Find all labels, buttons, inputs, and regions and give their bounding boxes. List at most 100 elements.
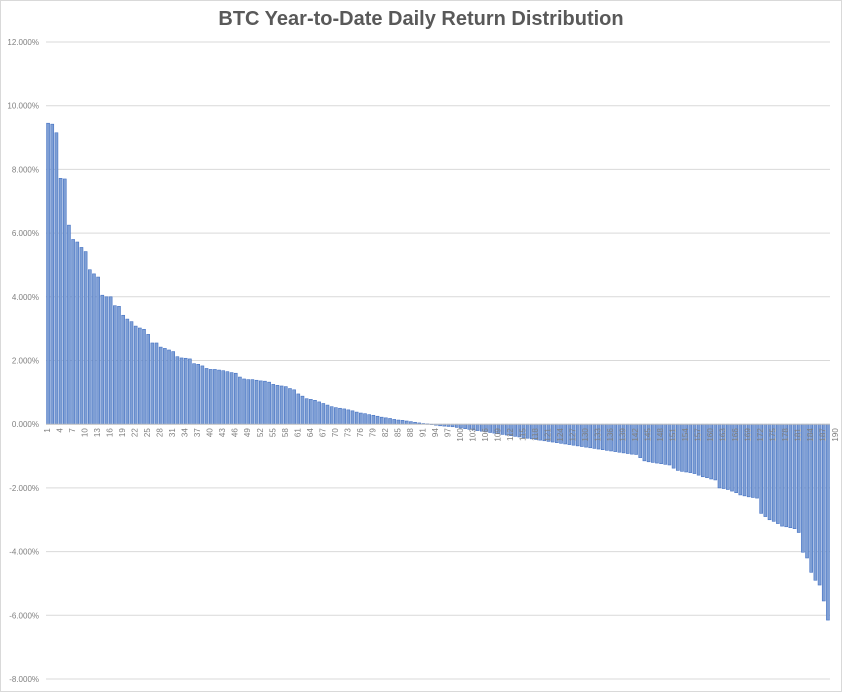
x-tick-label: 70 [331,428,340,437]
bar [821,423,826,602]
x-tick-label: 37 [193,428,202,437]
bar [384,417,388,425]
x-tick-label: 19 [118,428,127,437]
x-tick-label: 151 [669,428,678,442]
x-tick-label: 154 [681,428,690,442]
bar [67,224,71,425]
bar [388,418,392,425]
x-tick-label: 136 [606,428,615,442]
y-tick-label: -6.000% [9,611,39,620]
bar [338,407,342,425]
bar [267,381,271,425]
bar [225,371,230,425]
bar [334,407,338,425]
x-tick-label: 175 [769,428,778,442]
x-tick-label: 85 [393,428,402,437]
bar [58,178,63,425]
bar [188,358,192,425]
x-tick-label: 133 [594,428,603,442]
bar [263,380,267,425]
bar [283,386,288,425]
bar [246,379,251,425]
x-tick-label: 7 [68,428,77,433]
x-tick-label: 88 [406,428,415,437]
x-tick-label: 181 [794,428,803,442]
x-tick-label: 124 [556,428,565,442]
x-tick-label: 43 [218,428,227,437]
bar [113,305,117,425]
bar [208,369,213,425]
bar [258,380,263,425]
bar [92,273,96,425]
bar [371,414,376,425]
bar [359,412,363,425]
x-tick-label: 163 [719,428,728,442]
bar [83,251,88,425]
bar [300,395,305,425]
x-tick-label: 130 [581,428,590,442]
x-tick-label: 61 [293,428,302,437]
bar [138,327,142,425]
bar [279,385,284,425]
bar [396,419,401,425]
x-tick-label: 91 [418,428,427,437]
bar [271,384,276,425]
bar [321,403,326,425]
bar [254,379,259,425]
x-tick-label: 190 [831,428,840,442]
x-tick-label: 115 [518,428,527,441]
bar [100,294,105,425]
bar [459,423,463,429]
bar [158,346,163,425]
y-tick-label: 12.000% [7,38,39,47]
bar [813,423,818,581]
bar [304,398,309,425]
bar [350,410,355,425]
x-tick-label: 64 [306,428,315,437]
x-tick-label: 94 [431,428,440,437]
bar [309,399,313,425]
bar [375,415,380,425]
y-axis-tick-labels: 12.000% 10.000% 8.000% 6.000% 4.000% 2.000% 0.… [7,38,39,684]
bar [242,378,246,425]
bar [163,348,167,425]
x-tick-label: 49 [243,428,252,437]
bar [150,342,155,425]
bar [817,423,822,586]
x-tick-label: 184 [806,428,815,442]
x-tick-label: 187 [819,428,828,442]
x-tick-label: 118 [531,428,540,441]
x-tick-label: 172 [756,428,765,442]
x-tick-label: 10 [81,428,90,437]
bar [108,296,113,425]
bar [129,321,134,425]
bar [54,132,59,425]
bar [96,276,100,425]
x-tick-label: 76 [356,428,365,437]
bar [87,269,92,425]
y-tick-label: 4.000% [12,293,39,302]
x-tick-label: 178 [781,428,790,442]
bar [75,241,80,425]
bar [805,423,809,559]
bar [179,357,184,425]
x-tick-label: 40 [206,428,215,437]
x-tick-label: 1 [43,428,52,433]
x-tick-label: 112 [506,428,515,441]
x-tick-label: 139 [619,428,628,442]
x-tick-label: 109 [493,428,502,442]
x-tick-label: 22 [131,428,140,437]
x-tick-label: 106 [481,428,490,442]
x-tick-label: 34 [181,428,190,437]
y-tick-label: -8.000% [9,675,39,684]
bar [154,342,159,425]
x-tick-label: 73 [343,428,352,437]
x-tick-label: 25 [143,428,152,437]
x-tick-label: 55 [268,428,277,437]
bar [125,318,130,425]
bar [213,369,217,425]
y-tick-label: -2.000% [9,484,39,493]
bar [809,423,814,573]
x-tick-label: 127 [569,428,578,442]
bar [367,414,371,425]
